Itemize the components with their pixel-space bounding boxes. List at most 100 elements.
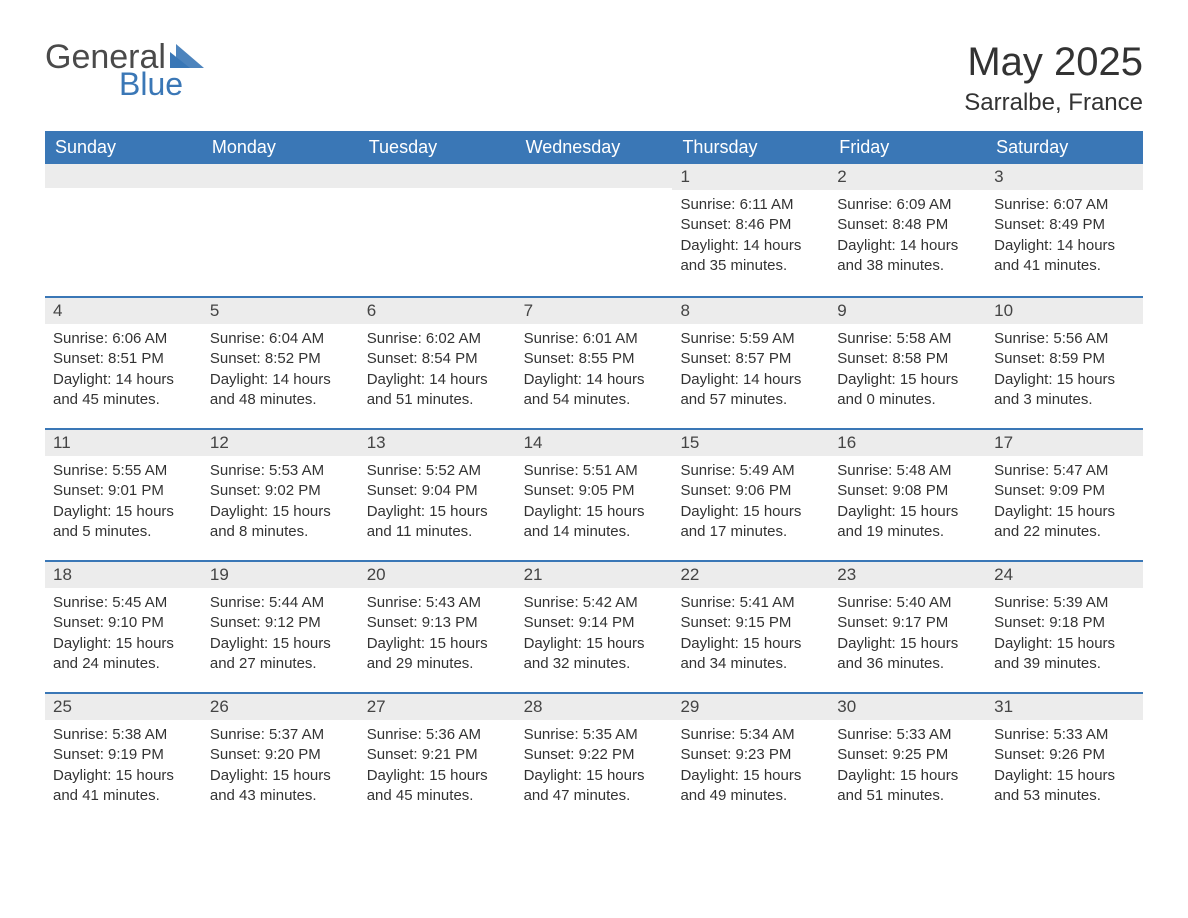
calendar-cell: 13Sunrise: 5:52 AMSunset: 9:04 PMDayligh… bbox=[359, 430, 516, 560]
calendar-cell: 7Sunrise: 6:01 AMSunset: 8:55 PMDaylight… bbox=[516, 298, 673, 428]
week-row: 25Sunrise: 5:38 AMSunset: 9:19 PMDayligh… bbox=[45, 692, 1143, 824]
day-details: Sunrise: 5:33 AMSunset: 9:25 PMDaylight:… bbox=[829, 720, 986, 820]
day-details: Sunrise: 6:07 AMSunset: 8:49 PMDaylight:… bbox=[986, 190, 1143, 290]
calendar-cell: 19Sunrise: 5:44 AMSunset: 9:12 PMDayligh… bbox=[202, 562, 359, 692]
daylight-text: Daylight: 15 hours and 3 minutes. bbox=[994, 370, 1135, 411]
day-details: Sunrise: 5:35 AMSunset: 9:22 PMDaylight:… bbox=[516, 720, 673, 820]
calendar-cell: 18Sunrise: 5:45 AMSunset: 9:10 PMDayligh… bbox=[45, 562, 202, 692]
dayname-monday: Monday bbox=[202, 131, 359, 164]
sunrise-text: Sunrise: 6:11 AM bbox=[680, 195, 821, 215]
sunset-text: Sunset: 8:46 PM bbox=[680, 215, 821, 235]
sunrise-text: Sunrise: 5:51 AM bbox=[524, 461, 665, 481]
sunrise-text: Sunrise: 5:42 AM bbox=[524, 593, 665, 613]
sunrise-text: Sunrise: 5:38 AM bbox=[53, 725, 194, 745]
sunrise-text: Sunrise: 5:49 AM bbox=[680, 461, 821, 481]
sunrise-text: Sunrise: 5:48 AM bbox=[837, 461, 978, 481]
day-number: 21 bbox=[516, 562, 673, 588]
sunrise-text: Sunrise: 5:43 AM bbox=[367, 593, 508, 613]
day-details: Sunrise: 5:42 AMSunset: 9:14 PMDaylight:… bbox=[516, 588, 673, 688]
sunset-text: Sunset: 9:10 PM bbox=[53, 613, 194, 633]
week-row: 4Sunrise: 6:06 AMSunset: 8:51 PMDaylight… bbox=[45, 296, 1143, 428]
sunset-text: Sunset: 9:13 PM bbox=[367, 613, 508, 633]
daylight-text: Daylight: 15 hours and 19 minutes. bbox=[837, 502, 978, 543]
day-number: 2 bbox=[829, 164, 986, 190]
calendar: Sunday Monday Tuesday Wednesday Thursday… bbox=[45, 131, 1143, 824]
calendar-cell bbox=[45, 164, 202, 296]
sunrise-text: Sunrise: 6:04 AM bbox=[210, 329, 351, 349]
daylight-text: Daylight: 15 hours and 11 minutes. bbox=[367, 502, 508, 543]
calendar-cell: 6Sunrise: 6:02 AMSunset: 8:54 PMDaylight… bbox=[359, 298, 516, 428]
sunset-text: Sunset: 9:06 PM bbox=[680, 481, 821, 501]
day-number: 10 bbox=[986, 298, 1143, 324]
day-details: Sunrise: 5:34 AMSunset: 9:23 PMDaylight:… bbox=[672, 720, 829, 820]
day-details: Sunrise: 6:02 AMSunset: 8:54 PMDaylight:… bbox=[359, 324, 516, 424]
day-number: 30 bbox=[829, 694, 986, 720]
daylight-text: Daylight: 15 hours and 51 minutes. bbox=[837, 766, 978, 807]
day-details: Sunrise: 5:48 AMSunset: 9:08 PMDaylight:… bbox=[829, 456, 986, 556]
calendar-cell: 31Sunrise: 5:33 AMSunset: 9:26 PMDayligh… bbox=[986, 694, 1143, 824]
calendar-cell: 16Sunrise: 5:48 AMSunset: 9:08 PMDayligh… bbox=[829, 430, 986, 560]
sunrise-text: Sunrise: 5:56 AM bbox=[994, 329, 1135, 349]
day-details: Sunrise: 5:55 AMSunset: 9:01 PMDaylight:… bbox=[45, 456, 202, 556]
sunrise-text: Sunrise: 5:52 AM bbox=[367, 461, 508, 481]
daylight-text: Daylight: 14 hours and 35 minutes. bbox=[680, 236, 821, 277]
day-number: 16 bbox=[829, 430, 986, 456]
day-details: Sunrise: 5:56 AMSunset: 8:59 PMDaylight:… bbox=[986, 324, 1143, 424]
sunset-text: Sunset: 9:26 PM bbox=[994, 745, 1135, 765]
daylight-text: Daylight: 14 hours and 57 minutes. bbox=[680, 370, 821, 411]
daylight-text: Daylight: 15 hours and 17 minutes. bbox=[680, 502, 821, 543]
sunrise-text: Sunrise: 6:09 AM bbox=[837, 195, 978, 215]
day-details: Sunrise: 5:51 AMSunset: 9:05 PMDaylight:… bbox=[516, 456, 673, 556]
calendar-cell: 21Sunrise: 5:42 AMSunset: 9:14 PMDayligh… bbox=[516, 562, 673, 692]
sunset-text: Sunset: 8:55 PM bbox=[524, 349, 665, 369]
calendar-cell: 8Sunrise: 5:59 AMSunset: 8:57 PMDaylight… bbox=[672, 298, 829, 428]
day-number: 15 bbox=[672, 430, 829, 456]
daylight-text: Daylight: 15 hours and 43 minutes. bbox=[210, 766, 351, 807]
calendar-cell: 23Sunrise: 5:40 AMSunset: 9:17 PMDayligh… bbox=[829, 562, 986, 692]
daylight-text: Daylight: 15 hours and 5 minutes. bbox=[53, 502, 194, 543]
day-details: Sunrise: 5:41 AMSunset: 9:15 PMDaylight:… bbox=[672, 588, 829, 688]
day-details: Sunrise: 5:40 AMSunset: 9:17 PMDaylight:… bbox=[829, 588, 986, 688]
day-number bbox=[359, 164, 516, 188]
sunrise-text: Sunrise: 5:33 AM bbox=[837, 725, 978, 745]
day-details: Sunrise: 5:59 AMSunset: 8:57 PMDaylight:… bbox=[672, 324, 829, 424]
sunrise-text: Sunrise: 5:40 AM bbox=[837, 593, 978, 613]
day-details: Sunrise: 5:47 AMSunset: 9:09 PMDaylight:… bbox=[986, 456, 1143, 556]
sunrise-text: Sunrise: 5:41 AM bbox=[680, 593, 821, 613]
week-row: 18Sunrise: 5:45 AMSunset: 9:10 PMDayligh… bbox=[45, 560, 1143, 692]
daylight-text: Daylight: 15 hours and 36 minutes. bbox=[837, 634, 978, 675]
day-details: Sunrise: 5:36 AMSunset: 9:21 PMDaylight:… bbox=[359, 720, 516, 820]
sunrise-text: Sunrise: 5:37 AM bbox=[210, 725, 351, 745]
sunrise-text: Sunrise: 5:53 AM bbox=[210, 461, 351, 481]
sunrise-text: Sunrise: 6:06 AM bbox=[53, 329, 194, 349]
day-number: 31 bbox=[986, 694, 1143, 720]
day-number: 4 bbox=[45, 298, 202, 324]
day-number: 19 bbox=[202, 562, 359, 588]
calendar-cell: 25Sunrise: 5:38 AMSunset: 9:19 PMDayligh… bbox=[45, 694, 202, 824]
daylight-text: Daylight: 15 hours and 8 minutes. bbox=[210, 502, 351, 543]
sunrise-text: Sunrise: 5:35 AM bbox=[524, 725, 665, 745]
daylight-text: Daylight: 15 hours and 27 minutes. bbox=[210, 634, 351, 675]
sunset-text: Sunset: 8:57 PM bbox=[680, 349, 821, 369]
day-number: 8 bbox=[672, 298, 829, 324]
sunset-text: Sunset: 9:25 PM bbox=[837, 745, 978, 765]
calendar-cell: 14Sunrise: 5:51 AMSunset: 9:05 PMDayligh… bbox=[516, 430, 673, 560]
sunrise-text: Sunrise: 5:55 AM bbox=[53, 461, 194, 481]
daylight-text: Daylight: 15 hours and 41 minutes. bbox=[53, 766, 194, 807]
sunrise-text: Sunrise: 5:45 AM bbox=[53, 593, 194, 613]
day-details: Sunrise: 6:09 AMSunset: 8:48 PMDaylight:… bbox=[829, 190, 986, 290]
location-label: Sarralbe, France bbox=[964, 89, 1143, 117]
day-number: 1 bbox=[672, 164, 829, 190]
day-details: Sunrise: 6:06 AMSunset: 8:51 PMDaylight:… bbox=[45, 324, 202, 424]
calendar-cell bbox=[516, 164, 673, 296]
day-number: 20 bbox=[359, 562, 516, 588]
calendar-cell: 22Sunrise: 5:41 AMSunset: 9:15 PMDayligh… bbox=[672, 562, 829, 692]
day-number: 13 bbox=[359, 430, 516, 456]
daylight-text: Daylight: 15 hours and 34 minutes. bbox=[680, 634, 821, 675]
sunrise-text: Sunrise: 5:47 AM bbox=[994, 461, 1135, 481]
calendar-cell: 29Sunrise: 5:34 AMSunset: 9:23 PMDayligh… bbox=[672, 694, 829, 824]
sunset-text: Sunset: 9:18 PM bbox=[994, 613, 1135, 633]
day-number: 5 bbox=[202, 298, 359, 324]
day-details: Sunrise: 6:04 AMSunset: 8:52 PMDaylight:… bbox=[202, 324, 359, 424]
dayname-friday: Friday bbox=[829, 131, 986, 164]
